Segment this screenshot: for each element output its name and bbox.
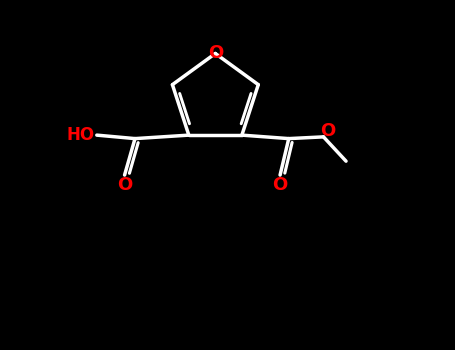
Text: HO: HO (67, 126, 95, 144)
Text: O: O (117, 176, 132, 194)
Text: O: O (320, 121, 335, 140)
Text: O: O (208, 44, 223, 62)
Text: O: O (273, 176, 288, 194)
